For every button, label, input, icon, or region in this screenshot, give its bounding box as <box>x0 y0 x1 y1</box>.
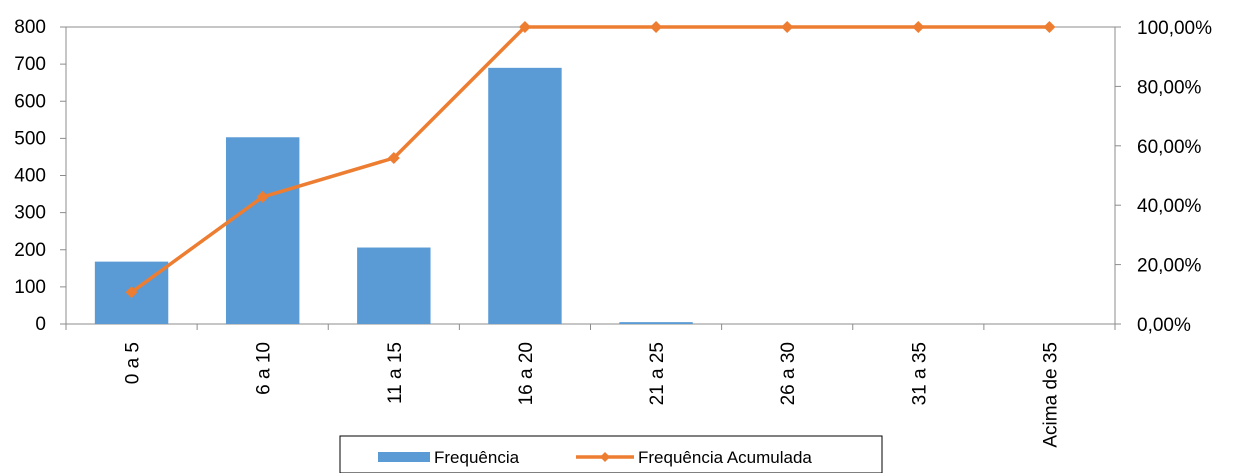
left-axis-tick-label: 300 <box>14 203 46 224</box>
line-point <box>912 21 925 33</box>
x-category-label: 31 a 35 <box>909 342 930 405</box>
left-axis-tick-label: 200 <box>14 240 46 261</box>
line-point <box>125 286 138 299</box>
line-point <box>256 190 269 203</box>
left-axis-tick-label: 0 <box>35 314 46 335</box>
x-category-label: 11 a 15 <box>385 342 406 404</box>
line-layer <box>125 21 1056 299</box>
x-category-label: 6 a 10 <box>254 342 275 395</box>
legend-label-frequencia: Frequência <box>434 448 520 467</box>
left-axis-tick-label: 600 <box>14 91 46 112</box>
line-point <box>781 21 794 33</box>
right-axis-tick-label: 100,00% <box>1137 18 1212 39</box>
left-axis-tick-label: 800 <box>14 17 46 38</box>
x-category-label: 21 a 25 <box>647 342 668 405</box>
left-axis-tick-label: 400 <box>14 166 46 187</box>
line-point <box>387 151 400 164</box>
right-axis-tick-label: 0,00% <box>1137 315 1191 336</box>
line-point <box>1043 21 1056 33</box>
right-axis-tick-label: 20,00% <box>1137 256 1202 277</box>
right-axis-tick-label: 80,00% <box>1137 77 1202 98</box>
x-category-label: 26 a 30 <box>778 342 799 405</box>
x-category-label: 0 a 5 <box>123 342 144 384</box>
left-axis-tick-label: 100 <box>14 277 46 298</box>
bar <box>619 322 693 324</box>
line-point <box>650 21 663 33</box>
bars-layer <box>94 67 693 325</box>
bar <box>225 137 300 324</box>
x-category-label: Acima de 35 <box>1040 342 1061 448</box>
bar <box>357 247 431 324</box>
legend-box <box>339 435 883 473</box>
right-axis-tick-label: 40,00% <box>1137 196 1202 217</box>
axes-layer <box>60 26 1121 330</box>
legend-swatch-marker <box>600 452 610 462</box>
left-axis-tick-label: 700 <box>14 54 46 75</box>
labels-layer: 0 100 200 300 400 500 600 700 800 0,00% 20,00% 40,0… <box>14 17 1212 448</box>
line-point <box>518 21 531 33</box>
x-category-label: 16 a 20 <box>516 342 537 405</box>
legend-swatch-bar <box>378 452 430 462</box>
right-axis-tick-label: 60,00% <box>1137 137 1202 158</box>
legend-label-acumulada: Frequência Acumulada <box>638 448 812 467</box>
bar <box>488 67 562 325</box>
legend: Frequência Frequência Acumulada <box>339 435 883 473</box>
cumulative-line <box>130 25 1050 294</box>
left-axis-tick-label: 500 <box>14 128 46 149</box>
